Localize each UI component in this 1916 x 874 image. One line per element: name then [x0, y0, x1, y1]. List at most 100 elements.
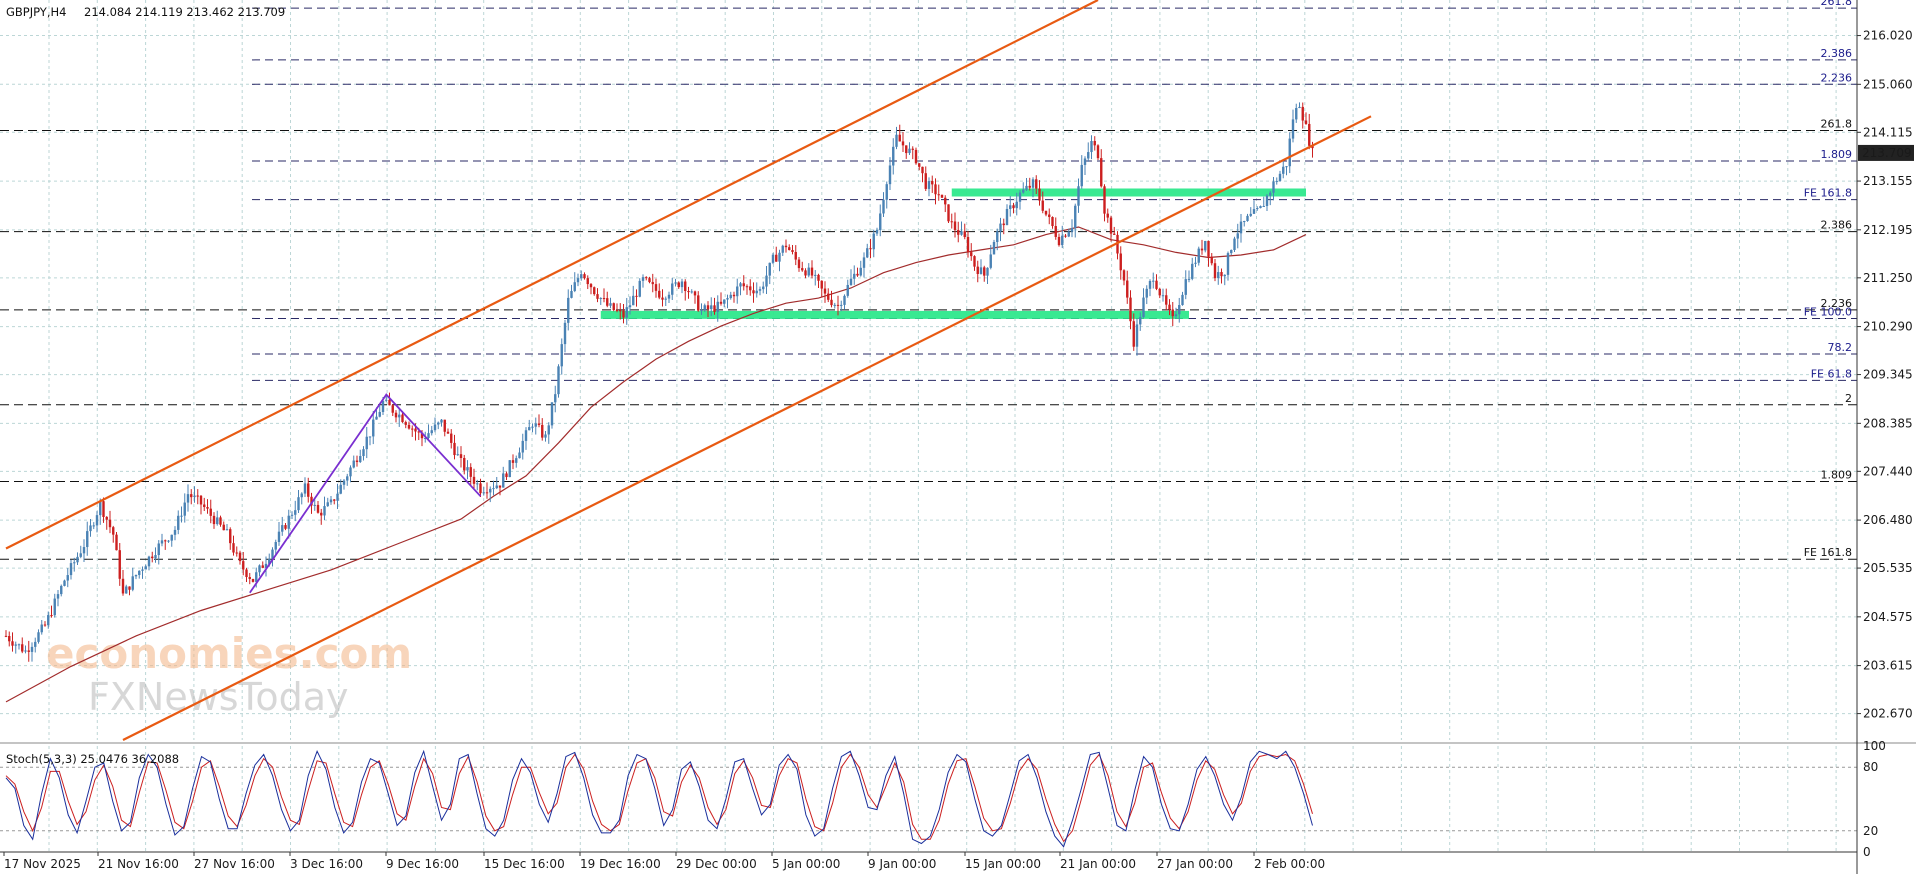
candle-body: [368, 436, 372, 438]
candle-body: [648, 278, 651, 283]
candle-body: [362, 449, 365, 457]
candle-body: [95, 515, 99, 526]
fib-level-label: FE 161.8: [1804, 187, 1852, 200]
candle-body: [804, 270, 807, 276]
candle-body: [1005, 208, 1009, 226]
candle-body: [944, 197, 947, 205]
candle-body: [346, 476, 349, 481]
price-tick-label: 205.535: [1863, 561, 1913, 575]
candle-body: [999, 223, 1002, 232]
candle-body: [417, 431, 420, 433]
candle-body: [427, 433, 430, 438]
candle-body: [40, 624, 43, 633]
candle-body: [560, 344, 563, 367]
candle-body: [742, 283, 745, 287]
support-zone: [951, 188, 1306, 197]
candle-body: [524, 430, 528, 441]
candle-body: [700, 309, 703, 311]
candle-body: [622, 310, 625, 318]
fib-level-label: FE 161.8: [1804, 546, 1852, 559]
candle-body: [1265, 195, 1269, 206]
candle-body: [121, 578, 125, 594]
candle-body: [820, 280, 823, 289]
candle-body: [196, 495, 199, 497]
candle-body: [957, 229, 960, 235]
candle-body: [531, 426, 534, 428]
candle-body: [154, 555, 157, 559]
candle-body: [1171, 309, 1174, 317]
candle-body: [596, 294, 599, 299]
candle-body: [1152, 280, 1155, 282]
candle-body: [310, 496, 313, 506]
candle-body: [983, 267, 986, 276]
candle-body: [1148, 281, 1152, 289]
candle-body: [219, 517, 222, 525]
candle-body: [589, 284, 593, 288]
candle-body: [1041, 200, 1044, 211]
candle-body: [583, 274, 586, 279]
candle-body: [846, 284, 849, 296]
candle-body: [658, 290, 661, 298]
candle-body: [287, 515, 290, 529]
candle-body: [99, 501, 102, 516]
candle-body: [365, 436, 368, 450]
candle-body: [222, 524, 225, 531]
candle-body: [905, 145, 908, 154]
candle-body: [736, 286, 739, 297]
candle-body: [1197, 248, 1200, 263]
candle-body: [463, 457, 466, 471]
candle-body: [723, 299, 726, 304]
candle-body: [466, 467, 469, 471]
time-tick-label: 15 Jan 00:00: [965, 857, 1041, 871]
candle-body: [82, 547, 86, 554]
time-tick-label: 15 Dec 16:00: [484, 857, 565, 871]
trend-channel: [5, 0, 1372, 741]
candle-body: [1002, 223, 1005, 226]
candle-body: [511, 460, 515, 463]
fib-level-label: 1.809: [1821, 148, 1853, 161]
candle-body: [931, 181, 934, 185]
candle-body: [661, 297, 664, 300]
candle-body: [641, 277, 645, 281]
candle-body: [768, 262, 771, 276]
candle-body: [1239, 221, 1243, 234]
candle-body: [1246, 215, 1249, 222]
candle-body: [398, 414, 401, 418]
candle-body: [599, 298, 602, 300]
candle-body: [667, 294, 671, 299]
candle-body: [557, 366, 560, 395]
candle-body: [654, 284, 658, 291]
candle-body: [320, 512, 323, 516]
price-tick-label: 216.020: [1863, 29, 1913, 43]
candle-body: [144, 566, 147, 570]
candle-body: [1191, 263, 1194, 279]
candle-body: [573, 282, 576, 291]
candle-body: [706, 305, 710, 310]
candle-body: [342, 480, 346, 485]
candle-body: [911, 148, 914, 150]
candle-body: [1178, 305, 1181, 315]
candle-body: [333, 499, 336, 501]
fib-level-label: 261.8: [1821, 0, 1853, 8]
candle-body: [43, 624, 47, 626]
candle-body: [840, 304, 843, 306]
time-tick-label: 27 Nov 16:00: [194, 857, 275, 871]
candle-body: [716, 301, 719, 312]
candle-body: [89, 525, 92, 532]
candle-body: [580, 274, 583, 279]
fib-level-label: FE 61.8: [1811, 367, 1852, 380]
candle-body: [680, 281, 684, 288]
candle-body: [27, 650, 30, 652]
candle-body: [1301, 106, 1304, 121]
candle-body: [69, 563, 73, 576]
candle-body: [430, 430, 433, 434]
candle-body: [1132, 321, 1135, 347]
candle-body: [1165, 295, 1168, 305]
price-tick-label: 206.480: [1863, 513, 1913, 527]
candle-body: [518, 452, 521, 459]
candle-body: [102, 501, 105, 517]
candle-body: [391, 405, 394, 413]
candle-body: [1252, 209, 1256, 214]
candle-body: [862, 257, 866, 268]
price-tick-label: 208.385: [1863, 416, 1913, 430]
